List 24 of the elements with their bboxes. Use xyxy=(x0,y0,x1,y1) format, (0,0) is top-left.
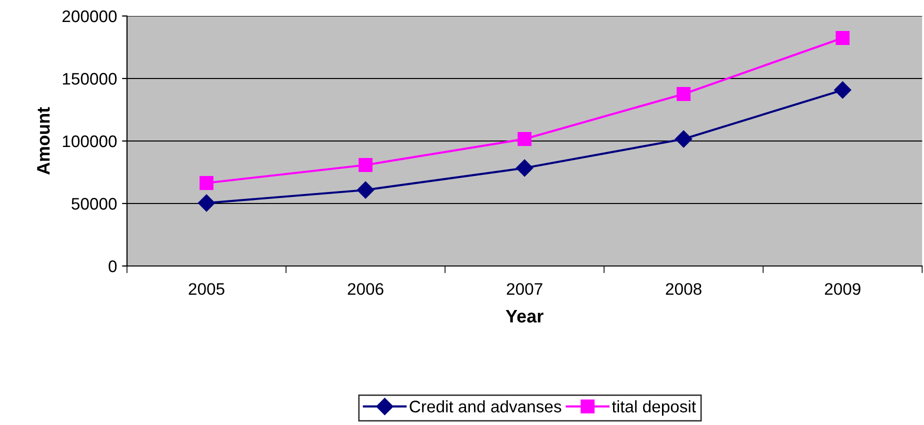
point xyxy=(356,181,374,199)
point xyxy=(518,132,532,146)
x-axis-title: Year xyxy=(506,310,544,323)
x-tick-label: 2009 xyxy=(824,283,860,295)
x-tick-label: 2007 xyxy=(506,283,542,295)
point xyxy=(836,31,850,45)
point xyxy=(516,159,534,177)
legend-label: Credit and advanses xyxy=(410,400,562,412)
point xyxy=(198,194,216,212)
y-axis-title: Amount xyxy=(37,107,50,175)
x-tick-label: 2008 xyxy=(666,283,702,295)
y-tick-label: 0 xyxy=(108,260,117,272)
legend-label: tital deposit xyxy=(612,400,696,416)
point xyxy=(675,130,692,148)
point xyxy=(358,158,372,172)
y-tick-label: 150000 xyxy=(62,72,117,85)
point xyxy=(200,176,214,190)
point xyxy=(676,87,691,101)
point xyxy=(834,81,852,99)
y-tick-label: 200000 xyxy=(62,10,117,22)
x-tick-label: 2006 xyxy=(348,283,384,295)
x-tick-label: 2005 xyxy=(188,283,224,295)
y-tick-label: 100000 xyxy=(62,135,117,148)
y-tick-label: 50000 xyxy=(72,198,117,210)
